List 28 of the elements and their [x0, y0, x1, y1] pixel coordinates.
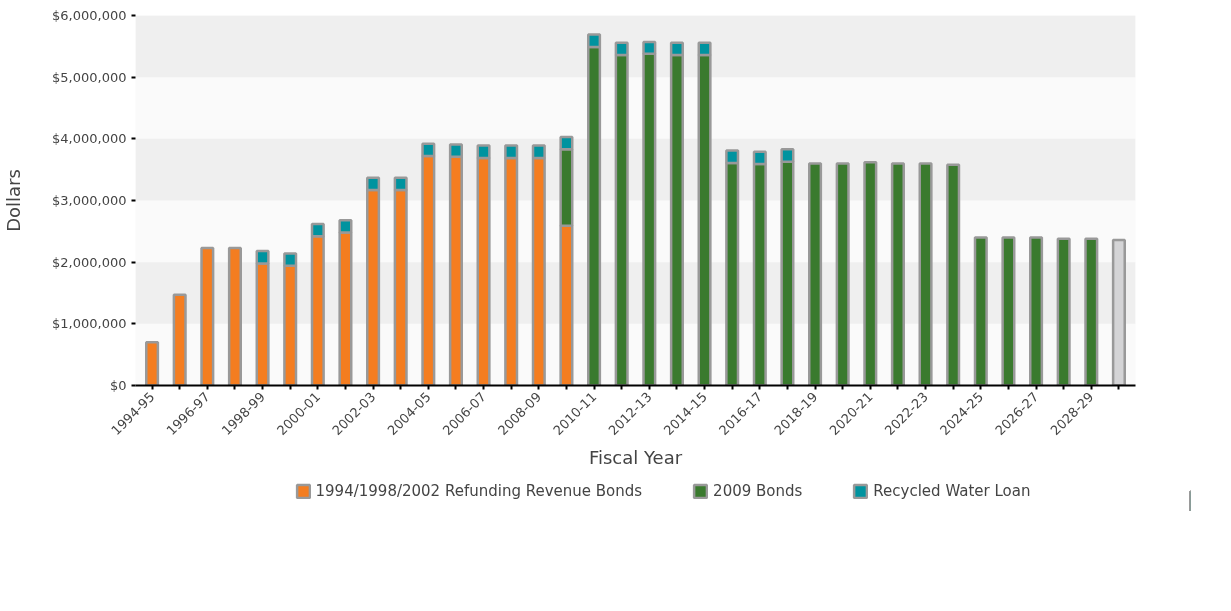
y-tick-label: $3,000,000: [52, 193, 127, 208]
bar: [946, 163, 961, 386]
bar: [200, 246, 215, 386]
y-tick-label: $6,000,000: [52, 8, 127, 23]
bar: [1084, 237, 1099, 386]
bar: [1111, 238, 1126, 386]
x-axis-title: Fiscal Year: [588, 447, 683, 469]
bar: [145, 341, 160, 386]
y-tick-label: $1,000,000: [52, 316, 127, 332]
bar: [973, 236, 988, 386]
bar: [918, 162, 933, 386]
y-tick-label: $5,000,000: [52, 69, 127, 85]
bar: [1001, 236, 1016, 386]
y-tick-label: $2,000,000: [52, 254, 127, 270]
y-tick-label: $0: [109, 378, 127, 393]
legend-label: 2009 Bonds: [713, 482, 803, 500]
bar: [1029, 236, 1044, 386]
bar: [172, 293, 187, 386]
bar: [1056, 237, 1071, 386]
y-axis-title: Dollars: [3, 169, 25, 232]
legend-label: 1994/1998/2002 Refunding Revenue Bonds: [315, 482, 643, 500]
bar: [835, 162, 850, 386]
legend-label: Recycled Water Loan: [873, 482, 1031, 500]
bar: [890, 162, 905, 386]
bar: [808, 162, 823, 386]
y-tick-label: $4,000,000: [52, 131, 127, 147]
bar: [863, 161, 878, 386]
bar: [227, 246, 242, 386]
